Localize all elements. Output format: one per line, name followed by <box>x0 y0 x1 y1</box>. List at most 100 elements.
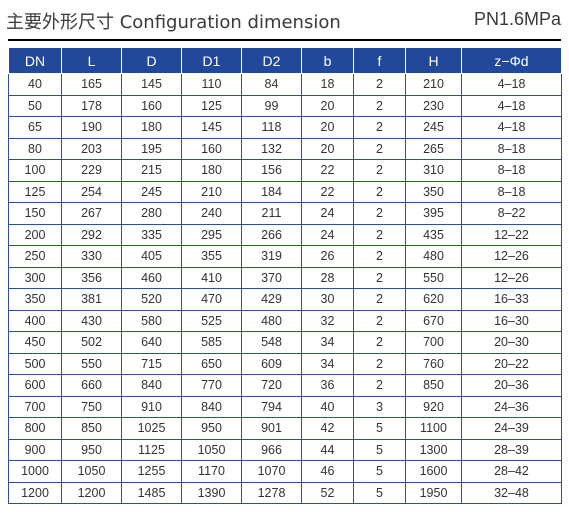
table-cell: 215 <box>121 159 182 182</box>
table-cell: 132 <box>241 137 302 160</box>
table-cell: 2 <box>353 266 406 289</box>
table-cell: 8–22 <box>461 202 562 225</box>
table-cell: 920 <box>405 395 462 418</box>
table-cell: 356 <box>61 266 122 289</box>
table-cell: 178 <box>61 94 122 117</box>
table-row: 40 165 145 110 84 18 2 210 4–18 <box>8 73 562 96</box>
table-cell: 24 <box>301 202 354 225</box>
table-cell: 110 <box>181 73 242 96</box>
table-cell: 1025 <box>121 417 182 440</box>
table-cell: 20 <box>301 94 354 117</box>
table-cell: 350 <box>8 288 62 311</box>
table-cell: 32 <box>301 309 354 332</box>
table-cell: 2 <box>353 245 406 268</box>
table-cell: 430 <box>61 309 122 332</box>
table-cell: 1300 <box>405 438 462 461</box>
table-row: 80 203 195 160 132 20 2 265 8–18 <box>8 137 562 160</box>
table-cell: 32–48 <box>461 481 562 504</box>
table-cell: 24–36 <box>461 395 562 418</box>
table-cell: 20–22 <box>461 352 562 375</box>
table-cell: 195 <box>121 137 182 160</box>
column-header: b <box>301 47 354 74</box>
table-cell: 28–42 <box>461 460 562 483</box>
table-cell: 410 <box>181 266 242 289</box>
table-cell: 1125 <box>121 438 182 461</box>
table-cell: 150 <box>8 202 62 225</box>
table-cell: 16–33 <box>461 288 562 311</box>
table-cell: 600 <box>8 374 62 397</box>
table-cell: 100 <box>8 159 62 182</box>
table-cell: 550 <box>61 352 122 375</box>
table-cell: 794 <box>241 395 302 418</box>
table-cell: 580 <box>121 309 182 332</box>
table-row: 300 356 460 410 370 28 2 550 12–26 <box>8 266 562 289</box>
table-cell: 310 <box>405 159 462 182</box>
page-header: 主要外形尺寸 Configuration dimension PN1.6MPa <box>0 0 569 40</box>
page-title: 主要外形尺寸 Configuration dimension <box>6 12 341 33</box>
table-cell: 28–39 <box>461 438 562 461</box>
table-cell: 190 <box>61 116 122 139</box>
table-cell: 1950 <box>405 481 462 504</box>
table-cell: 405 <box>121 245 182 268</box>
table-cell: 760 <box>405 352 462 375</box>
table-cell: 211 <box>241 202 302 225</box>
table-cell: 84 <box>241 73 302 96</box>
column-header: H <box>405 47 462 74</box>
table-cell: 229 <box>61 159 122 182</box>
table-cell: 165 <box>61 73 122 96</box>
table-cell: 46 <box>301 460 354 483</box>
table-cell: 2 <box>353 73 406 96</box>
table-cell: 800 <box>8 417 62 440</box>
table-cell: 400 <box>8 309 62 332</box>
table-cell: 2 <box>353 94 406 117</box>
table-cell: 900 <box>8 438 62 461</box>
table-cell: 950 <box>61 438 122 461</box>
column-header: D <box>121 47 182 74</box>
table-cell: 4–18 <box>461 73 562 96</box>
table-cell: 65 <box>8 116 62 139</box>
table-cell: 12–26 <box>461 266 562 289</box>
title-divider <box>8 39 561 41</box>
table-cell: 210 <box>405 73 462 96</box>
table-row: 500 550 715 650 609 34 2 760 20–22 <box>8 352 562 375</box>
table-cell: 20 <box>301 137 354 160</box>
table-cell: 4–18 <box>461 116 562 139</box>
table-cell: 950 <box>181 417 242 440</box>
column-header: f <box>353 47 406 74</box>
table-cell: 429 <box>241 288 302 311</box>
column-header: D1 <box>181 47 242 74</box>
table-cell: 450 <box>8 331 62 354</box>
table-cell: 1255 <box>121 460 182 483</box>
table-cell: 1200 <box>61 481 122 504</box>
table-cell: 203 <box>61 137 122 160</box>
table-cell: 670 <box>405 309 462 332</box>
table-cell: 700 <box>405 331 462 354</box>
table-row: 350 381 520 470 429 30 2 620 16–33 <box>8 288 562 311</box>
table-cell: 145 <box>121 73 182 96</box>
table-cell: 267 <box>61 202 122 225</box>
table-cell: 160 <box>181 137 242 160</box>
table-cell: 5 <box>353 438 406 461</box>
table-row: 200 292 335 295 266 24 2 435 12–22 <box>8 223 562 246</box>
table-cell: 2 <box>353 374 406 397</box>
table-cell: 650 <box>181 352 242 375</box>
table-cell: 2 <box>353 180 406 203</box>
table-cell: 1278 <box>241 481 302 504</box>
table-cell: 180 <box>181 159 242 182</box>
table-cell: 2 <box>353 331 406 354</box>
table-cell: 1170 <box>181 460 242 483</box>
table-cell: 470 <box>181 288 242 311</box>
table-cell: 24–39 <box>461 417 562 440</box>
table-row: 400 430 580 525 480 32 2 670 16–30 <box>8 309 562 332</box>
table-cell: 40 <box>301 395 354 418</box>
table-cell: 295 <box>181 223 242 246</box>
table-cell: 50 <box>8 94 62 117</box>
table-cell: 901 <box>241 417 302 440</box>
table-cell: 8–18 <box>461 180 562 203</box>
table-cell: 12–22 <box>461 223 562 246</box>
table-cell: 145 <box>181 116 242 139</box>
table-cell: 548 <box>241 331 302 354</box>
table-cell: 28 <box>301 266 354 289</box>
table-cell: 319 <box>241 245 302 268</box>
